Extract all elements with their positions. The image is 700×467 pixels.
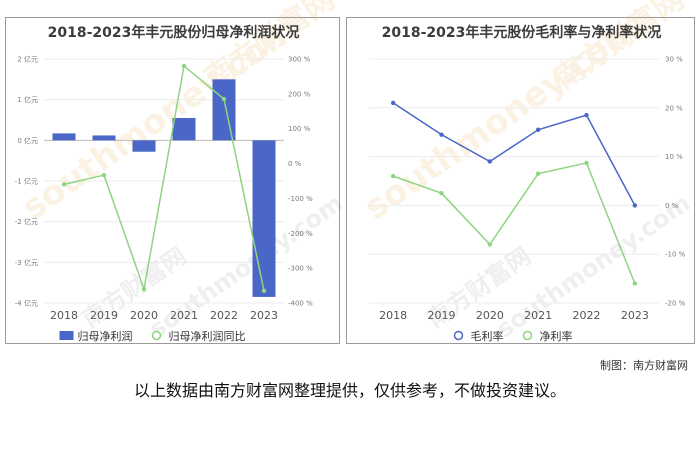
line-point (390, 173, 396, 179)
line-point (141, 286, 147, 292)
y-right-tick-label: 0 % (288, 160, 302, 168)
net-profit-chart: 南方财富网southmoney.com南方财富网southmoney.com20… (15, 0, 348, 343)
right-chart-panel: 南方财富网 southmoney.com 南方财富网 southmoney.com 20… (346, 0, 696, 344)
x-tick-label: 2021 (170, 309, 198, 322)
y-right-tick-label: 200 % (288, 90, 311, 98)
y-left-tick-label: 2 亿元 (17, 55, 38, 64)
watermark-domain: southmoney.com (357, 9, 646, 228)
legend-swatch-1 (151, 330, 162, 341)
bar (172, 117, 196, 141)
line-point (535, 171, 541, 176)
y-left-tick-label: 1 亿元 (17, 95, 38, 104)
bar (252, 140, 276, 297)
y-left-tick-label: -3 亿元 (15, 258, 38, 267)
disclaimer-text: 以上数据由南方财富网整理提供，仅供参考，不做投资建议。 (133, 381, 566, 400)
line-point (101, 172, 107, 178)
chart-title: 2018-2023年丰元股份归母净利润状况 (48, 24, 300, 41)
bar (52, 133, 76, 141)
y-right-tick-label: -20 % (665, 300, 686, 308)
legend-label-1: 净利率 (540, 329, 573, 343)
x-tick-label: 2022 (210, 309, 238, 322)
x-tick-label: 2019 (90, 309, 118, 322)
y-right-tick-label: -100 % (288, 195, 313, 203)
y-left-tick-label: 0 亿元 (17, 136, 38, 145)
series-line-yoy (63, 64, 265, 292)
bar (212, 79, 236, 141)
legend-swatch-0 (59, 331, 74, 340)
y-right-tick-label: 20 % (665, 104, 683, 112)
bar (92, 135, 116, 141)
line-point (61, 182, 67, 187)
x-tick-label: 2018 (50, 309, 78, 322)
bar (132, 140, 156, 152)
y-right-tick-label: -400 % (288, 300, 313, 308)
line-point (221, 96, 227, 102)
line-point (390, 100, 396, 106)
legend-label-0: 毛利率 (471, 329, 504, 343)
y-right-tick-label: 300 % (288, 56, 311, 64)
y-left-tick-label: -1 亿元 (15, 177, 38, 186)
y-right-tick-label: 100 % (288, 125, 311, 133)
y-right-tick-label: 0 % (665, 202, 679, 210)
x-tick-label: 2020 (130, 309, 158, 322)
y-right-tick-label: 30 % (665, 56, 683, 64)
x-tick-label: 2018 (379, 309, 407, 322)
line-point (261, 288, 267, 293)
y-right-tick-label: 10 % (665, 153, 683, 161)
line-point (584, 160, 589, 166)
line-point (439, 132, 444, 137)
y-left-tick-label: -2 亿元 (15, 217, 38, 226)
line-point (487, 242, 493, 247)
x-tick-label: 2022 (573, 309, 601, 322)
legend-swatch-0 (453, 330, 464, 341)
y-left-tick-label: -4 亿元 (15, 299, 38, 308)
x-tick-label: 2020 (476, 309, 504, 322)
left-chart-panel: 南方财富网 southmoney.com 南方财富网 southmoney.com 20… (5, 0, 348, 344)
line-point (439, 191, 444, 196)
y-right-tick-label: -200 % (288, 230, 313, 238)
legend-label-0: 归母净利润 (78, 329, 133, 343)
legend-swatch-1 (522, 330, 533, 341)
chart-credit: 制图：南方财富网 (600, 359, 688, 372)
y-right-tick-label: -10 % (665, 251, 686, 259)
x-tick-label: 2019 (428, 309, 456, 322)
series-line-0 (392, 102, 636, 206)
line-point (535, 127, 541, 132)
line-point (181, 63, 187, 69)
legend-label-1: 归母净利润同比 (169, 329, 246, 343)
y-right-tick-label: -300 % (288, 265, 313, 273)
x-tick-label: 2021 (524, 309, 552, 322)
line-point (632, 203, 638, 208)
line-point (584, 112, 589, 118)
chart-title: 2018-2023年丰元股份毛利率与净利率状况 (382, 24, 662, 41)
margin-chart: 南方财富网southmoney.com南方财富网southmoney.com20… (357, 0, 695, 343)
series-line-1 (392, 162, 636, 284)
line-point (632, 281, 638, 286)
x-tick-label: 2023 (250, 309, 278, 322)
x-tick-label: 2023 (621, 309, 649, 322)
line-point (487, 159, 493, 164)
